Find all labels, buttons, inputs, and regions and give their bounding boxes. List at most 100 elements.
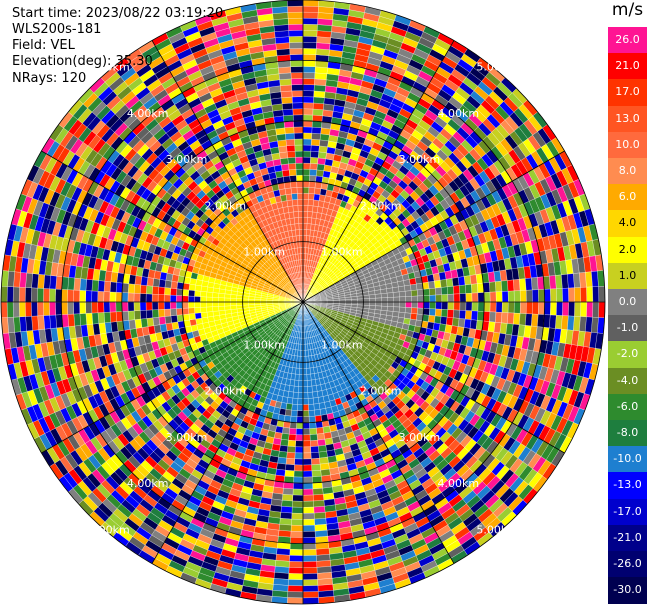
velocity-gate xyxy=(302,561,318,568)
velocity-gate xyxy=(562,287,569,303)
velocity-gate xyxy=(12,301,20,318)
velocity-gate xyxy=(549,275,557,290)
velocity-gate xyxy=(435,294,443,303)
velocity-gate xyxy=(302,138,312,146)
velocity-gate xyxy=(302,519,315,526)
velocity-gate xyxy=(308,187,316,195)
velocity-gate xyxy=(133,293,141,303)
velocity-gate xyxy=(283,476,294,484)
velocity-gate xyxy=(206,291,214,298)
velocity-gate xyxy=(236,305,244,310)
velocity-gate xyxy=(115,292,123,303)
velocity-gate xyxy=(294,458,304,466)
velocity-gate xyxy=(457,276,466,286)
velocity-gate xyxy=(495,291,503,303)
velocity-gate xyxy=(275,560,290,568)
velocity-gate xyxy=(103,311,111,323)
velocity-gate xyxy=(544,288,551,303)
velocity-gate xyxy=(380,288,388,294)
velocity-gate xyxy=(313,506,326,514)
velocity-gate xyxy=(351,301,358,305)
velocity-gate xyxy=(73,277,81,291)
velocity-gate xyxy=(91,290,99,303)
velocity-gate xyxy=(374,305,382,311)
velocity-gate xyxy=(146,285,153,295)
velocity-gate xyxy=(67,289,74,303)
velocity-gate xyxy=(280,512,293,520)
velocity-gate xyxy=(411,295,418,303)
velocity-gate xyxy=(435,287,442,296)
velocity-gate xyxy=(434,280,442,289)
velocity-gate xyxy=(562,301,569,317)
velocity-gate xyxy=(302,597,319,605)
velocity-gate xyxy=(182,295,189,303)
velocity-gate xyxy=(302,410,310,417)
velocity-gate xyxy=(302,446,312,454)
velocity-gate xyxy=(109,311,117,323)
velocity-gate xyxy=(188,295,195,303)
velocity-gate xyxy=(309,422,317,429)
velocity-gate xyxy=(381,297,388,303)
velocity-gate xyxy=(302,78,315,85)
velocity-gate xyxy=(302,362,307,369)
velocity-gate xyxy=(568,301,575,317)
velocity-gate xyxy=(158,316,166,325)
velocity-gate xyxy=(501,291,509,303)
velocity-gate xyxy=(386,306,394,312)
velocity-gate xyxy=(302,193,309,200)
velocity-gate xyxy=(302,120,313,128)
velocity-gate xyxy=(302,5,319,13)
velocity-gate xyxy=(312,108,324,116)
velocity-gate xyxy=(151,301,159,311)
velocity-gate xyxy=(224,301,231,307)
velocity-gate xyxy=(288,567,304,574)
velocity-gate xyxy=(374,289,382,295)
velocity-gate xyxy=(423,288,430,296)
velocity-gate xyxy=(293,482,304,490)
velocity-gate xyxy=(302,42,317,49)
velocity-gate xyxy=(307,199,314,207)
velocity-gate xyxy=(145,293,153,303)
velocity-gate xyxy=(97,301,105,313)
velocity-gate xyxy=(356,295,364,300)
velocity-gate xyxy=(453,309,460,319)
velocity-gate xyxy=(285,403,293,411)
velocity-gate xyxy=(37,315,45,330)
velocity-gate xyxy=(302,66,316,73)
velocity-gate xyxy=(350,296,358,300)
velocity-gate xyxy=(302,48,317,55)
velocity-gate xyxy=(318,445,327,453)
velocity-gate xyxy=(428,281,436,289)
velocity-gate xyxy=(296,410,304,417)
velocity-gate xyxy=(79,278,87,291)
velocity-gate xyxy=(291,512,304,520)
velocity-gate xyxy=(457,318,466,328)
velocity-gate xyxy=(598,286,606,303)
velocity-gate xyxy=(308,409,316,417)
velocity-gate xyxy=(289,555,304,562)
velocity-gate xyxy=(483,301,491,312)
velocity-gate xyxy=(313,84,326,92)
velocity-gate xyxy=(182,301,189,309)
velocity-gate xyxy=(477,292,485,303)
velocity-gate xyxy=(317,439,326,447)
velocity-gate xyxy=(398,306,406,313)
velocity-gate xyxy=(200,311,208,319)
velocity-gate xyxy=(121,311,129,322)
velocity-gate xyxy=(314,409,322,417)
velocity-gate xyxy=(316,554,331,562)
velocity-gate xyxy=(302,585,319,593)
velocity-gate xyxy=(306,223,312,231)
velocity-gate xyxy=(248,299,255,303)
velocity-gate xyxy=(435,308,442,317)
velocity-gate xyxy=(398,285,406,293)
velocity-gate xyxy=(37,287,44,303)
velocity-gate xyxy=(374,293,382,299)
velocity-gate xyxy=(520,301,527,314)
velocity-gate xyxy=(316,427,324,435)
velocity-gate xyxy=(302,350,306,357)
velocity-gate xyxy=(423,308,430,316)
velocity-gate xyxy=(294,373,300,381)
velocity-gate xyxy=(194,312,202,320)
velocity-gate xyxy=(73,301,80,315)
